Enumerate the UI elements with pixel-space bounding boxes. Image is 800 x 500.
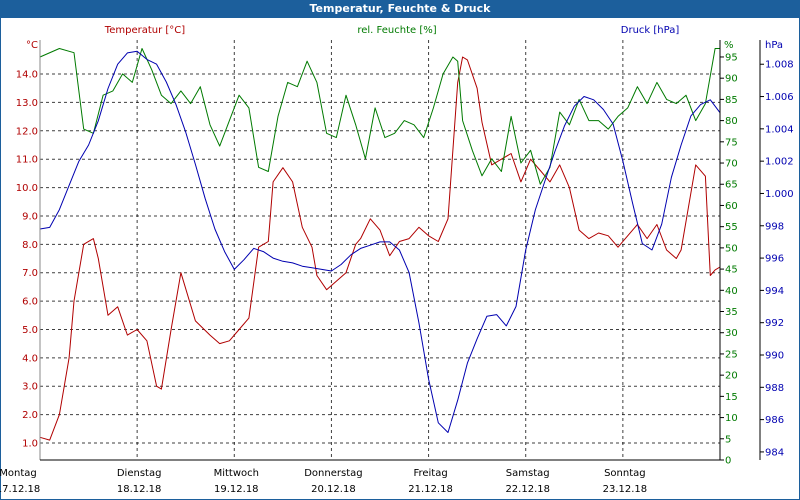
day-name-label: Dienstag [117,468,162,479]
humidity-tick-label: 30 [725,328,738,339]
pressure-tick-label: 992 [765,318,784,329]
pressure-unit-label: hPa [765,40,783,51]
day-date-label: 18.12.18 [117,484,162,495]
temperature-tick-label: 11.0 [16,155,38,166]
legend-pressure: Druck [hPa] [621,25,680,36]
humidity-tick-label: 50 [725,243,738,254]
day-date-label: 19.12.18 [214,484,259,495]
day-date-label: 21.12.18 [408,484,453,495]
humidity-tick-label: 65 [725,180,738,191]
temperature-tick-label: 1.0 [22,438,38,449]
humidity-tick-label: 45 [725,265,738,276]
temperature-tick-label: 8.0 [22,240,38,251]
temperature-tick-label: 2.0 [22,410,38,421]
humidity-tick-label: 70 [725,159,738,170]
temperature-tick-label: 4.0 [22,353,38,364]
pressure-tick-label: 1.006 [765,92,794,103]
temperature-tick-label: 5.0 [22,325,38,336]
day-name-label: Mittwoch [214,468,259,479]
temperature-tick-label: 3.0 [22,382,38,393]
series-layer [39,48,721,441]
pressure-tick-label: 994 [765,286,784,297]
humidity-tick-label: 85 [725,95,738,106]
pressure-tick-label: 996 [765,254,784,265]
humidity-tick-label: 10 [725,413,738,424]
pressure-tick-label: 1.000 [765,189,794,200]
day-date-label: 17.12.18 [0,484,40,495]
axes-layer: 1.0 2.0 3.0 4.0 5.0 6.0 7.0 8.0 9.0 10.0 11.0 12.0 1… [0,40,794,495]
humidity-tick-label: 75 [725,137,738,148]
day-date-label: 20.12.18 [311,484,356,495]
pressure-tick-label: 988 [765,383,784,394]
temperature-tick-label: 10.0 [16,183,38,194]
day-date-label: 22.12.18 [505,484,550,495]
legend-temperature: Temperatur [°C] [104,25,185,36]
humidity-tick-label: 0 [725,456,731,467]
pressure-tick-label: 1.004 [765,124,794,135]
pressure-tick-label: 998 [765,221,784,232]
temperature-tick-label: 14.0 [16,70,38,81]
pressure-line [39,50,721,433]
day-name-label: Freitag [413,468,447,479]
temperature-tick-label: 9.0 [22,211,38,222]
temperature-tick-label: 13.0 [16,98,38,109]
pressure-tick-label: 984 [765,447,784,458]
temperature-unit-label: °C [26,40,38,51]
pressure-tick-label: 1.008 [765,60,794,71]
humidity-tick-label: 90 [725,74,738,85]
day-name-label: Sonntag [604,468,646,479]
humidity-unit-label: % [724,40,734,51]
humidity-tick-label: 5 [725,434,731,445]
humidity-tick-label: 15 [725,392,738,403]
humidity-tick-label: 60 [725,201,738,212]
temperature-tick-label: 6.0 [22,297,38,308]
humidity-tick-label: 35 [725,307,738,318]
humidity-tick-label: 25 [725,349,738,360]
humidity-tick-label: 40 [725,286,738,297]
day-date-label: 23.12.18 [603,484,648,495]
day-name-label: Montag [0,468,37,479]
humidity-tick-label: 95 [725,52,738,63]
window-title: Temperatur, Feuchte & Druck [0,0,800,18]
humidity-tick-label: 20 [725,371,738,382]
pressure-tick-label: 1.002 [765,157,794,168]
day-name-label: Samstag [506,468,550,479]
temperature-tick-label: 7.0 [22,268,38,279]
humidity-tick-label: 55 [725,222,738,233]
legend-humidity: rel. Feuchte [%] [357,25,436,36]
day-name-label: Donnerstag [304,468,362,479]
temperature-line [39,56,721,441]
pressure-tick-label: 990 [765,351,784,362]
grid [40,40,720,460]
temperature-tick-label: 12.0 [16,126,38,137]
humidity-tick-label: 80 [725,116,738,127]
pressure-tick-label: 986 [765,415,784,426]
humidity-line [39,48,720,185]
